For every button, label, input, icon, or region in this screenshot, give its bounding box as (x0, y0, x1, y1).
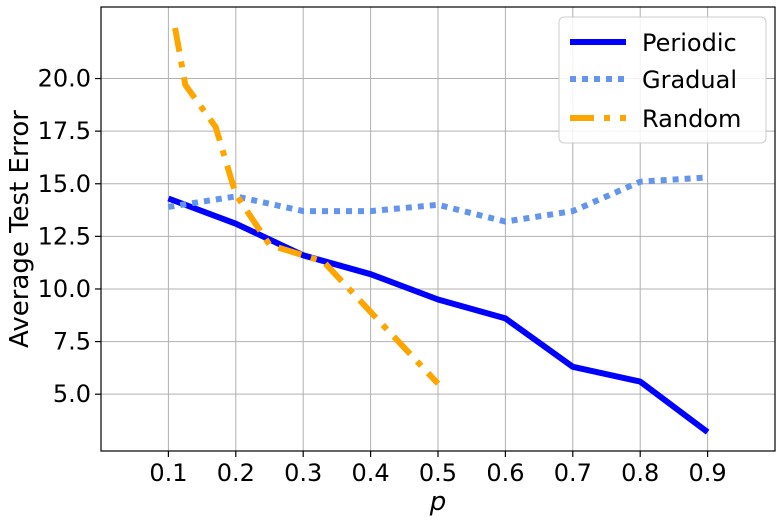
x-tick-label: 0.2 (217, 459, 255, 487)
y-axis-ticks: 5.0 7.5 10.0 12.5 15.0 17.5 20.0 (38, 65, 101, 408)
x-axis-ticks: 0.1 0.2 0.3 0.4 0.5 0.6 0.7 0.8 0.9 (149, 451, 727, 487)
x-tick-label: 0.6 (486, 459, 524, 487)
series-line-periodic (167, 195, 710, 435)
series-line-gradual (167, 174, 708, 225)
legend: Periodic Gradual Random (558, 16, 767, 144)
x-tick-label: 0.4 (352, 459, 390, 487)
y-tick-label: 7.5 (53, 328, 91, 356)
x-tick-label: 0.3 (284, 459, 322, 487)
legend-box (558, 16, 767, 144)
series-line-random (172, 27, 441, 386)
x-tick-label: 0.5 (419, 459, 457, 487)
y-tick-label: 20.0 (38, 65, 91, 93)
y-tick-label: 17.5 (38, 117, 91, 145)
legend-label-gradual: Gradual (642, 66, 737, 94)
series-lines (167, 27, 710, 435)
legend-label-periodic: Periodic (642, 29, 737, 57)
y-tick-label: 15.0 (38, 170, 91, 198)
x-tick-label: 0.9 (689, 459, 727, 487)
grid (101, 7, 775, 451)
y-tick-label: 10.0 (38, 275, 91, 303)
y-axis-label: Average Test Error (5, 110, 35, 348)
y-tick-label: 5.0 (53, 380, 91, 408)
x-tick-label: 0.7 (554, 459, 592, 487)
x-tick-label: 0.1 (149, 459, 187, 487)
legend-label-random: Random (642, 105, 741, 133)
y-tick-label: 12.5 (38, 222, 91, 250)
x-axis-label: p (429, 487, 447, 517)
x-tick-label: 0.8 (621, 459, 659, 487)
